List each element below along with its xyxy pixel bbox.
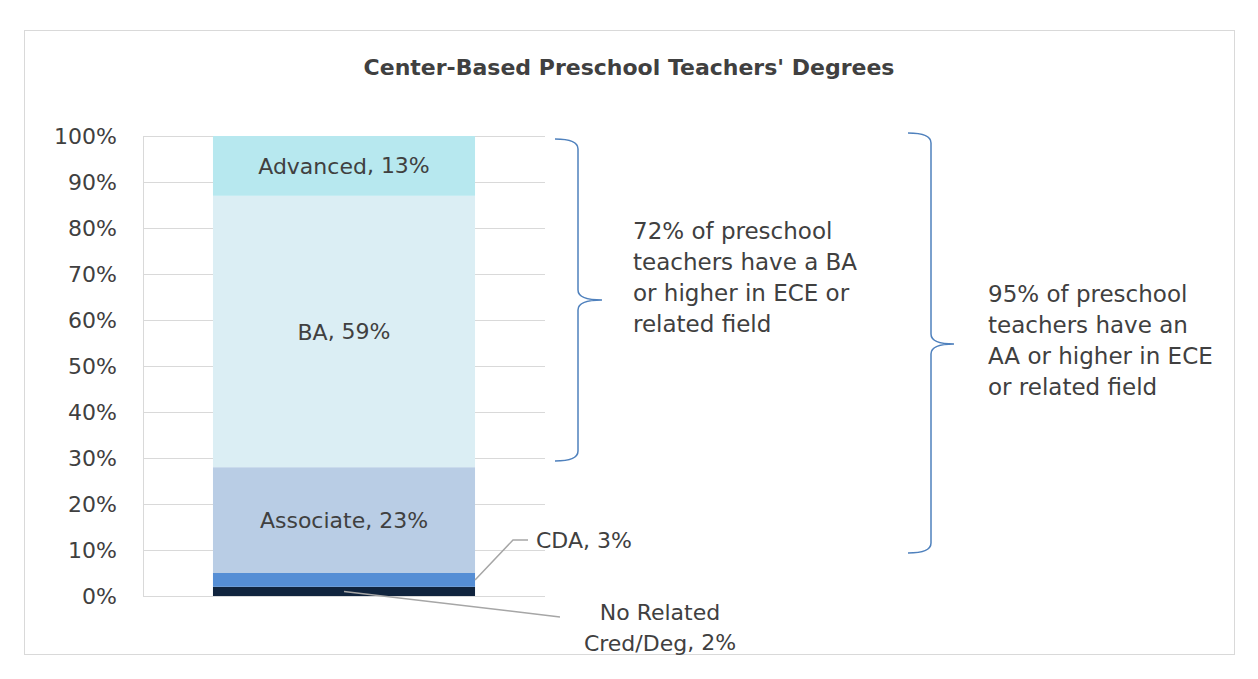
y-tick-label: 60% bbox=[68, 308, 117, 333]
y-tick: 90% bbox=[68, 170, 143, 195]
bars bbox=[213, 136, 475, 596]
y-tick: 70% bbox=[68, 262, 143, 287]
brace bbox=[555, 139, 602, 461]
brace bbox=[908, 133, 954, 553]
data-label-name: Advanced bbox=[258, 153, 367, 178]
data-label-name: Associate bbox=[260, 508, 365, 533]
grid-line bbox=[143, 596, 545, 597]
data-label-value: , 59% bbox=[328, 319, 391, 344]
y-tick: 30% bbox=[68, 446, 143, 471]
chart: Center-Based Preschool Teachers' Degrees… bbox=[0, 0, 1258, 679]
y-tick-label: 0% bbox=[82, 584, 117, 609]
data-label-name: CDA bbox=[536, 528, 583, 553]
data-label-value: , 2% bbox=[687, 630, 736, 655]
y-tick-label: 80% bbox=[68, 216, 117, 241]
y-tick-label: 100% bbox=[54, 124, 117, 149]
annotation: 95% of preschoolteachers have anAA or hi… bbox=[988, 281, 1213, 400]
y-tick-label: 10% bbox=[68, 538, 117, 563]
y-tick-label: 20% bbox=[68, 492, 117, 517]
annotation: 72% of preschoolteachers have a BAor hig… bbox=[633, 218, 857, 337]
braces bbox=[555, 133, 954, 553]
y-tick: 20% bbox=[68, 492, 143, 517]
chart-title: Center-Based Preschool Teachers' Degrees bbox=[364, 55, 895, 80]
y-axis-line bbox=[143, 137, 144, 597]
y-tick-label: 70% bbox=[68, 262, 117, 287]
bar-segment bbox=[213, 467, 475, 573]
y-axis: 0% 10% 20% 30% 40% 50% 60% 70% 80% 90% 100% bbox=[54, 124, 143, 609]
bar-segment bbox=[213, 136, 475, 196]
y-tick: 40% bbox=[68, 400, 143, 425]
leader-line bbox=[344, 591, 560, 617]
leader-line bbox=[475, 540, 528, 580]
chart-frame bbox=[25, 31, 1235, 655]
y-tick: 10% bbox=[68, 538, 143, 563]
y-tick: 50% bbox=[68, 354, 143, 379]
y-tick: 80% bbox=[68, 216, 143, 241]
data-label-value: , 3% bbox=[583, 528, 632, 553]
grid bbox=[143, 137, 545, 597]
y-tick-label: 90% bbox=[68, 170, 117, 195]
y-tick-label: 40% bbox=[68, 400, 117, 425]
data-label-value: , 13% bbox=[367, 153, 430, 178]
y-tick: 100% bbox=[54, 124, 143, 149]
leader-lines bbox=[344, 540, 560, 617]
data-label-name: BA bbox=[297, 319, 327, 344]
y-tick: 0% bbox=[82, 584, 143, 609]
y-tick-label: 50% bbox=[68, 354, 117, 379]
y-tick-label: 30% bbox=[68, 446, 117, 471]
data-label-value: , 23% bbox=[365, 508, 428, 533]
y-tick: 60% bbox=[68, 308, 143, 333]
bar-segment bbox=[213, 196, 475, 467]
bar-segment bbox=[213, 573, 475, 587]
